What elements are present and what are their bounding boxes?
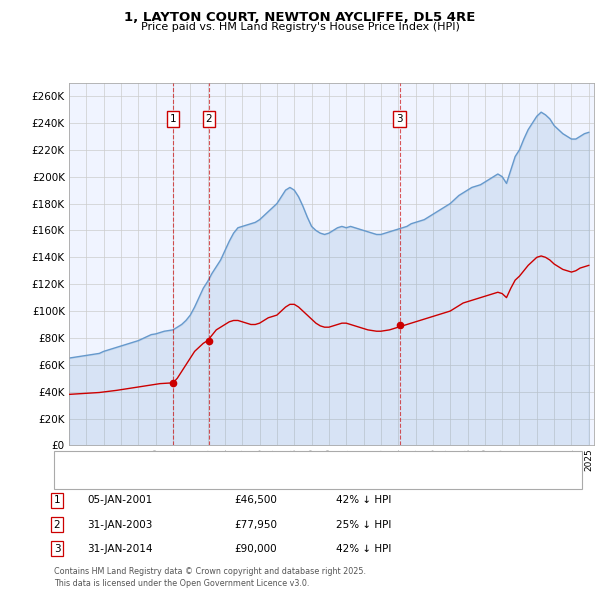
Text: 05-JAN-2001: 05-JAN-2001	[87, 496, 152, 505]
Text: 25% ↓ HPI: 25% ↓ HPI	[336, 520, 391, 529]
Text: Contains HM Land Registry data © Crown copyright and database right 2025.
This d: Contains HM Land Registry data © Crown c…	[54, 568, 366, 588]
Text: 1: 1	[53, 496, 61, 505]
Text: 42% ↓ HPI: 42% ↓ HPI	[336, 544, 391, 553]
Text: 1: 1	[170, 114, 176, 124]
Text: 42% ↓ HPI: 42% ↓ HPI	[336, 496, 391, 505]
Text: 1, LAYTON COURT, NEWTON AYCLIFFE, DL5 4RE: 1, LAYTON COURT, NEWTON AYCLIFFE, DL5 4R…	[124, 11, 476, 24]
Text: 3: 3	[396, 114, 403, 124]
Text: £90,000: £90,000	[234, 544, 277, 553]
Text: 2: 2	[53, 520, 61, 529]
Text: 3: 3	[53, 544, 61, 553]
Text: 31-JAN-2014: 31-JAN-2014	[87, 544, 152, 553]
Text: £46,500: £46,500	[234, 496, 277, 505]
Text: Price paid vs. HM Land Registry's House Price Index (HPI): Price paid vs. HM Land Registry's House …	[140, 22, 460, 32]
Text: £77,950: £77,950	[234, 520, 277, 529]
Text: 31-JAN-2003: 31-JAN-2003	[87, 520, 152, 529]
Text: 2: 2	[206, 114, 212, 124]
Text: 1, LAYTON COURT, NEWTON AYCLIFFE, DL5 4RE (detached house): 1, LAYTON COURT, NEWTON AYCLIFFE, DL5 4R…	[90, 457, 417, 466]
Text: HPI: Average price, detached house, County Durham: HPI: Average price, detached house, Coun…	[90, 474, 353, 483]
